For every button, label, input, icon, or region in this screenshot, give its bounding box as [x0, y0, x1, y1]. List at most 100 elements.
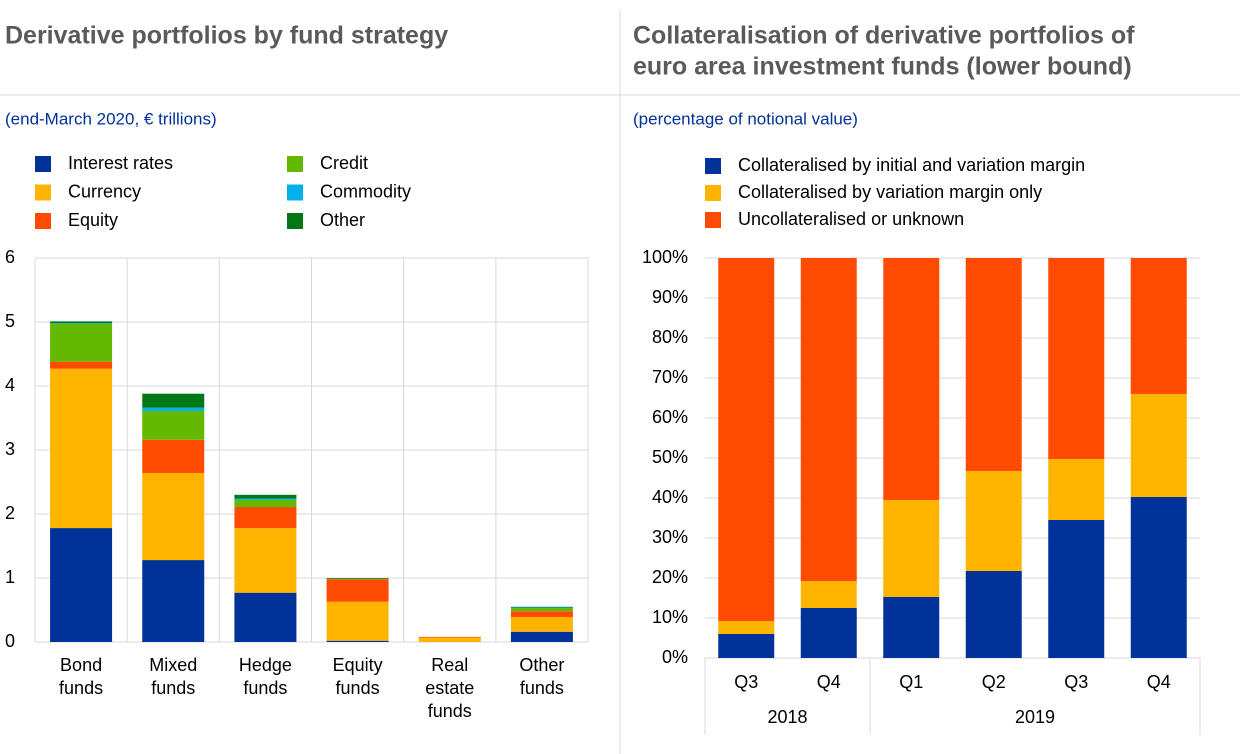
y-tick-label: 1 [5, 567, 15, 587]
bar-segment [50, 323, 113, 324]
x-tick-label: Q4 [1147, 672, 1171, 692]
bar-segment [326, 578, 389, 579]
legend-swatch [705, 158, 721, 174]
x-group-label: 2018 [767, 707, 807, 727]
y-tick-label: 5 [5, 311, 15, 331]
bar-segment [142, 393, 205, 408]
x-tick-label: funds [59, 678, 103, 698]
bar-segment [883, 258, 940, 500]
bar-segment [800, 608, 857, 658]
chart-title: euro area investment funds (lower bound) [633, 53, 1132, 81]
chart-subtitle: (percentage of notional value) [633, 109, 858, 128]
bar-segment [326, 579, 389, 602]
legend-label: Interest rates [68, 153, 173, 173]
bar-segment [883, 500, 940, 597]
x-tick-label: Other [519, 655, 564, 675]
legend-swatch [35, 156, 51, 172]
y-tick-label: 40% [652, 487, 688, 507]
legend-label: Commodity [320, 181, 411, 201]
legend-label: Currency [68, 181, 141, 201]
chart-title: Collateralisation of derivative portfoli… [633, 22, 1135, 50]
chart-title: Derivative portfolios by fund strategy [5, 22, 448, 50]
bar-segment [965, 471, 1022, 571]
legend-label: Other [320, 210, 365, 230]
bar-segment [510, 606, 573, 608]
y-tick-label: 100% [642, 247, 688, 267]
y-tick-label: 60% [652, 407, 688, 427]
bar-segment [510, 617, 573, 632]
bar-segment [50, 321, 113, 324]
y-tick-label: 6 [5, 247, 15, 267]
bar-segment [510, 608, 573, 612]
bar-segment [234, 592, 297, 642]
y-tick-label: 80% [652, 327, 688, 347]
x-tick-label: Mixed [149, 655, 197, 675]
y-tick-label: 0% [662, 647, 688, 667]
y-tick-label: 0 [5, 631, 15, 651]
bar-segment [1130, 258, 1187, 394]
x-tick-label: Equity [333, 655, 383, 675]
legend-swatch [287, 213, 303, 229]
bar-segment [510, 631, 573, 642]
y-tick-label: 50% [652, 447, 688, 467]
bar-segment [234, 528, 297, 593]
legend-swatch [35, 184, 51, 201]
y-tick-label: 90% [652, 287, 688, 307]
bar-segment [418, 637, 481, 642]
y-tick-label: 30% [652, 527, 688, 547]
bar-segment [718, 621, 775, 634]
legend-swatch [705, 185, 721, 201]
bar-segment [965, 571, 1022, 658]
bar-segment [50, 528, 113, 642]
bar-segment [50, 323, 113, 362]
x-tick-label: funds [336, 678, 380, 698]
y-tick-label: 70% [652, 367, 688, 387]
legend-swatch [35, 213, 51, 229]
bar-segment [965, 258, 1022, 471]
legend-swatch [287, 184, 303, 201]
bar-segment [883, 597, 940, 658]
x-tick-label: funds [428, 701, 472, 721]
bar-segment [50, 368, 113, 529]
legend-swatch [287, 156, 303, 172]
x-tick-label: Q4 [817, 672, 841, 692]
x-tick-label: Q2 [982, 672, 1006, 692]
bar-segment [142, 439, 205, 474]
bar-segment [142, 407, 205, 411]
bar-segment [1048, 258, 1105, 459]
x-tick-label: estate [425, 678, 474, 698]
chart-subtitle: (end-March 2020, € trillions) [5, 109, 217, 128]
bar-segment [142, 410, 205, 440]
bar-segment [234, 494, 297, 499]
legend-label: Collateralised by initial and variation … [738, 155, 1085, 175]
legend-swatch [705, 212, 721, 228]
x-group-label: 2019 [1015, 707, 1055, 727]
x-tick-label: Q3 [1064, 672, 1088, 692]
bar-segment [1048, 520, 1105, 658]
bar-segment [510, 611, 573, 618]
bar-segment [800, 581, 857, 608]
bar-segment [234, 499, 297, 507]
legend-label: Equity [68, 210, 118, 230]
x-tick-label: funds [151, 678, 195, 698]
bar-segment [800, 258, 857, 581]
y-tick-label: 3 [5, 439, 15, 459]
x-tick-label: Real [431, 655, 468, 675]
x-tick-label: Hedge [239, 655, 292, 675]
legend-label: Collateralised by variation margin only [738, 182, 1042, 202]
bar-segment [1048, 459, 1105, 520]
bar-segment [234, 498, 297, 500]
legend-label: Uncollateralised or unknown [738, 209, 964, 229]
bar-segment [718, 634, 775, 658]
x-tick-label: funds [520, 678, 564, 698]
y-tick-label: 20% [652, 567, 688, 587]
x-tick-label: Q3 [734, 672, 758, 692]
x-tick-label: Bond [60, 655, 102, 675]
bar-segment [1130, 497, 1187, 658]
bar-segment [326, 578, 389, 580]
y-tick-label: 4 [5, 375, 15, 395]
bar-segment [326, 601, 389, 641]
bar-segment [50, 361, 113, 369]
bar-segment [718, 258, 775, 621]
